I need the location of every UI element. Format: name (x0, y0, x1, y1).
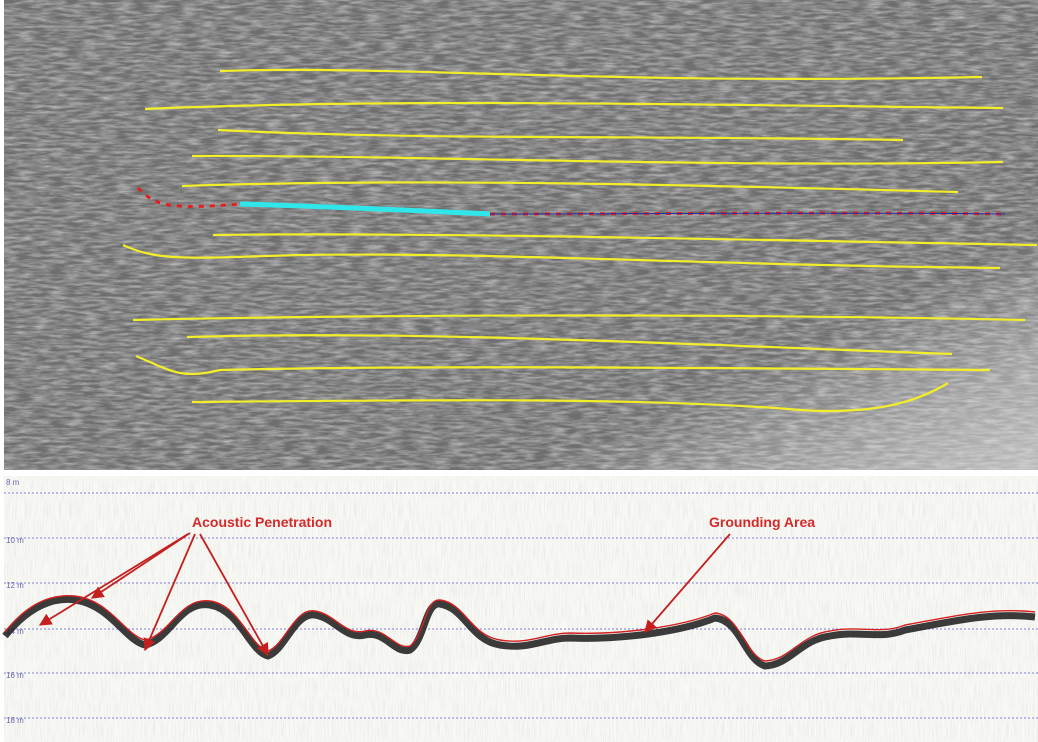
profile-image: 8 m 10 m 12 m 14 m 16 m 18 m Acoustic Pe… (4, 476, 1038, 742)
depth-label: 16 m (6, 671, 24, 680)
figure: 8 m 10 m 12 m 14 m 16 m 18 m Acoustic Pe… (0, 0, 1038, 742)
depth-label: 10 m (6, 536, 24, 545)
sonar-image (4, 0, 1038, 470)
depth-label: 12 m (6, 581, 24, 590)
annotation: Grounding Area (709, 514, 815, 530)
depth-label: 18 m (6, 716, 24, 725)
annotation: Acoustic Penetration (192, 514, 332, 530)
depth-label: 8 m (6, 478, 20, 487)
